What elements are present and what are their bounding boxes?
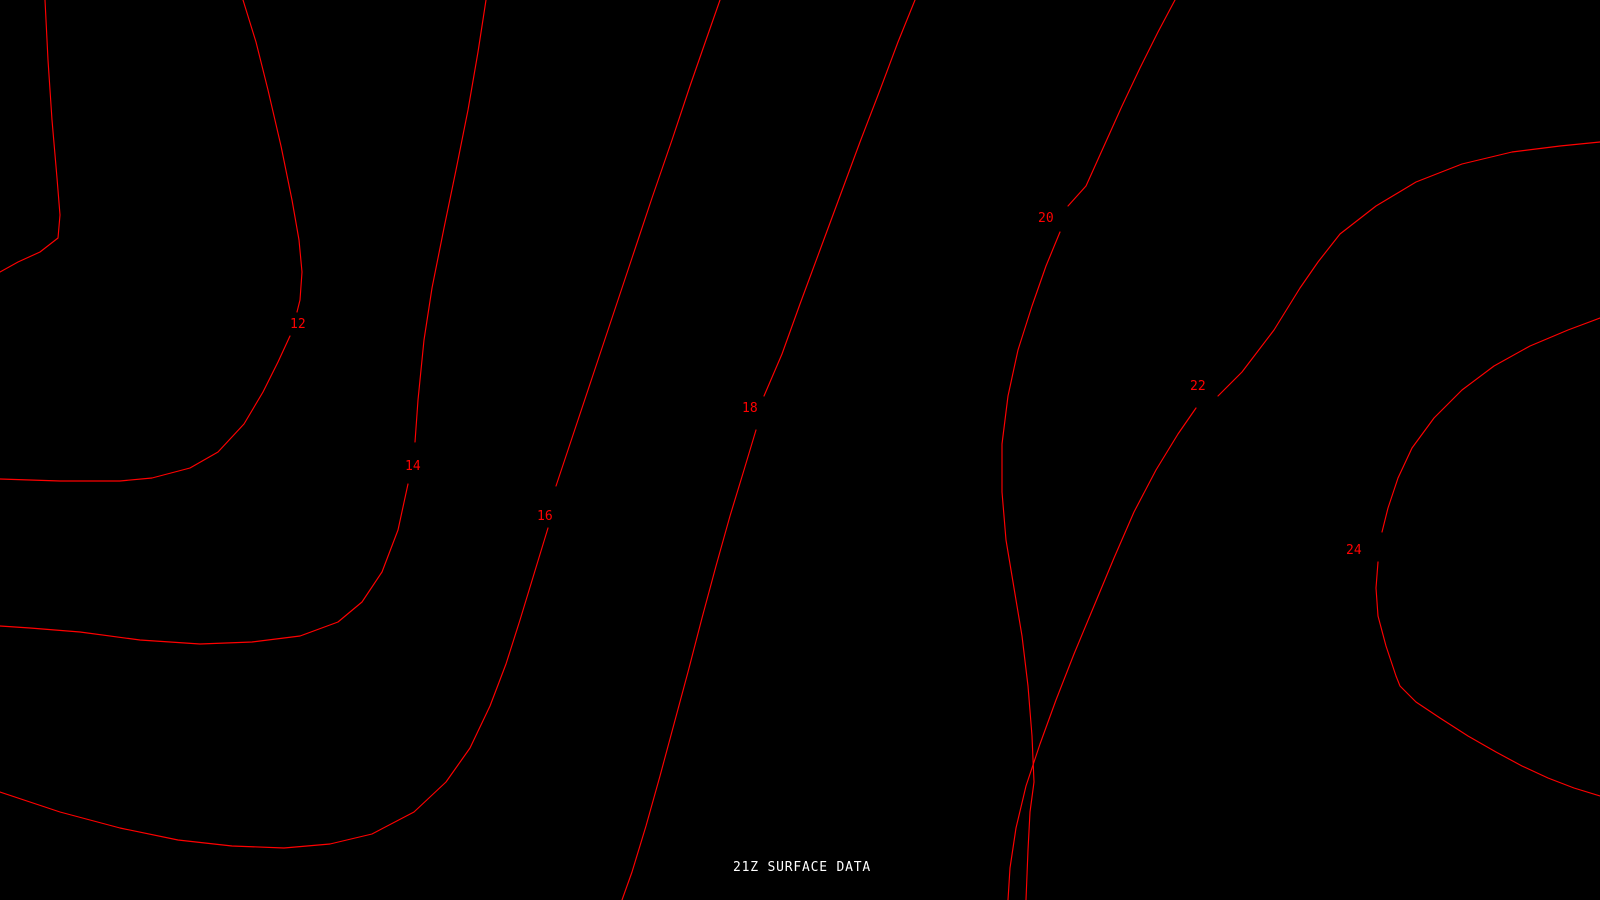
contour-label-14: 14 <box>405 459 421 474</box>
contour-line-20 <box>1001 0 1176 900</box>
contour-label-22: 22 <box>1190 379 1206 394</box>
contour-line-12 <box>0 0 303 482</box>
contour-line-18 <box>621 0 916 900</box>
map-title: 21Z SURFACE DATA <box>733 860 872 875</box>
contour-line-24 <box>1375 317 1600 797</box>
contour-line-22 <box>1007 141 1600 900</box>
contour-line-16 <box>0 0 721 849</box>
contour-label-12: 12 <box>290 317 306 332</box>
contour-label-20: 20 <box>1038 211 1054 226</box>
contour-label-16: 16 <box>537 509 553 524</box>
contour-line-14 <box>0 0 487 645</box>
contour-label-24: 24 <box>1346 543 1362 558</box>
contour-line-10 <box>0 0 61 273</box>
contour-label-18: 18 <box>742 401 758 416</box>
